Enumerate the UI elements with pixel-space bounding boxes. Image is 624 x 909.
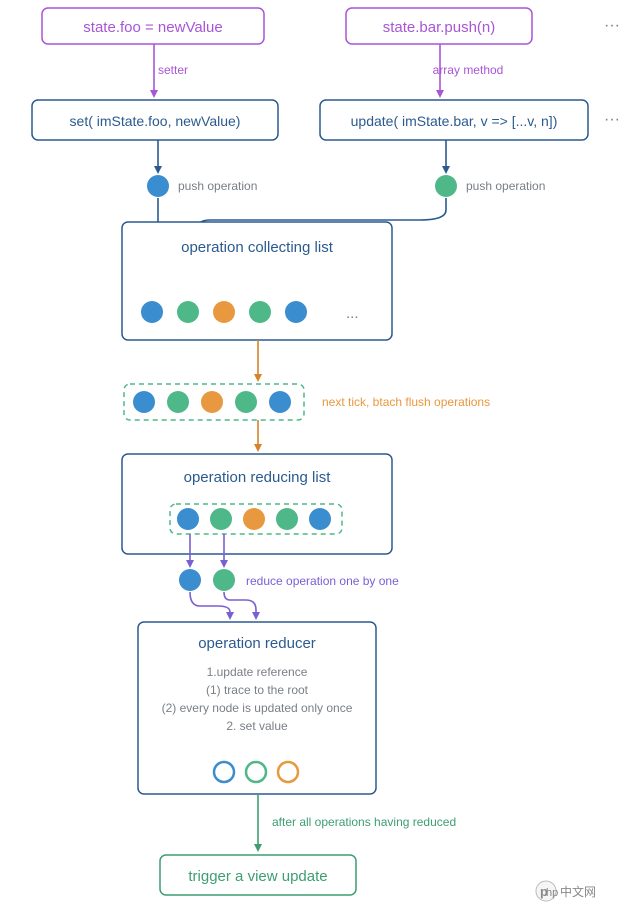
dot <box>201 391 223 413</box>
setter-label: setter <box>158 63 188 77</box>
dot <box>269 391 291 413</box>
dot <box>435 175 457 197</box>
arrow-head <box>254 444 262 452</box>
arrow-head <box>186 560 194 568</box>
arrow-head <box>154 166 162 174</box>
reducer-line-2: (1) trace to the root <box>206 683 309 697</box>
dot <box>235 391 257 413</box>
svg-text:hp: hp <box>546 887 558 899</box>
dot <box>213 569 235 591</box>
arrow-head <box>220 560 228 568</box>
dot <box>177 508 199 530</box>
collect-ellipsis: ... <box>346 305 359 322</box>
arrow-head <box>150 90 158 98</box>
arrow-head <box>254 374 262 382</box>
collect-title: operation collecting list <box>181 239 334 256</box>
dot <box>167 391 189 413</box>
reduce-one-label: reduce operation one by one <box>246 574 399 588</box>
top-left-text: state.foo = newValue <box>83 19 222 36</box>
watermark-text: 中文网 <box>560 884 596 899</box>
next-tick-label: next tick, btach flush operations <box>322 395 490 409</box>
dot <box>210 508 232 530</box>
dot <box>147 175 169 197</box>
array-method-label: array method <box>433 63 504 77</box>
dot <box>141 301 163 323</box>
dot <box>276 508 298 530</box>
arrow-head <box>442 166 450 174</box>
dot <box>309 508 331 530</box>
top-right-text: state.bar.push(n) <box>383 19 496 36</box>
reducer-line-1: 1.update reference <box>207 665 308 679</box>
arrow-head <box>252 612 260 620</box>
trigger-text: trigger a view update <box>188 868 327 885</box>
dot <box>213 301 235 323</box>
dots-top: ··· <box>604 17 620 34</box>
arrow-head <box>436 90 444 98</box>
reduce-title: operation reducing list <box>184 469 332 486</box>
set-box-text: set( imState.foo, newValue) <box>70 113 241 129</box>
reducer-title: operation reducer <box>198 635 316 652</box>
dots-mid: ··· <box>604 111 620 128</box>
reducer-line-3: (2) every node is updated only once <box>162 701 353 715</box>
update-box-text: update( imState.bar, v => [...v, n]) <box>351 113 558 129</box>
dot <box>177 301 199 323</box>
dot <box>285 301 307 323</box>
dot <box>243 508 265 530</box>
dot <box>179 569 201 591</box>
push-op-right: push operation <box>466 179 545 193</box>
dot <box>133 391 155 413</box>
push-op-left: push operation <box>178 179 257 193</box>
dot <box>249 301 271 323</box>
reducer-line-4: 2. set value <box>226 719 288 733</box>
after-all-label: after all operations having reduced <box>272 815 456 829</box>
arrow-head <box>254 844 262 852</box>
